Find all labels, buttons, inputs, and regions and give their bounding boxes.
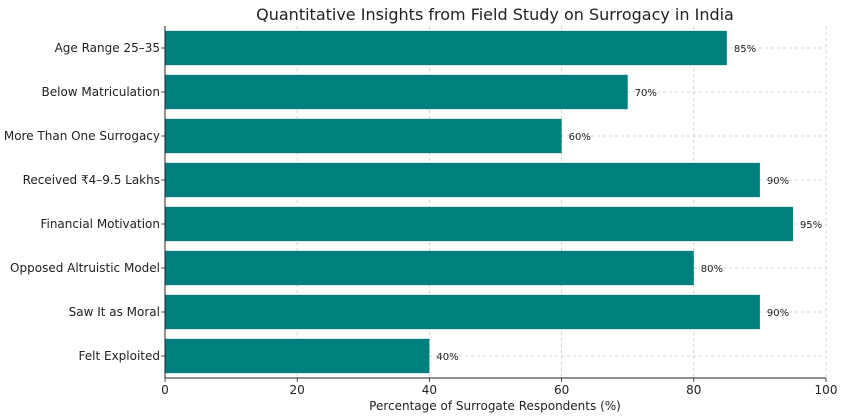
bar-value-label-1: 70% [635, 88, 657, 99]
y-tick-label-7: Felt Exploited [79, 349, 161, 363]
bar-value-label-4: 95% [800, 220, 822, 231]
y-tick-label-4: Financial Motivation [40, 217, 160, 231]
bar-6 [165, 294, 760, 330]
bar-7 [165, 338, 430, 374]
x-tick-label-1: 20 [290, 383, 305, 397]
bar-value-label-7: 40% [436, 352, 458, 363]
y-tick-label-1: Below Matriculation [42, 85, 160, 99]
bar-3 [165, 162, 760, 198]
x-tick-label-2: 40 [422, 383, 437, 397]
chart-title: Quantitative Insights from Field Study o… [256, 5, 734, 24]
x-axis-label: Percentage of Surrogate Respondents (%) [369, 399, 621, 413]
x-tick-label-3: 60 [554, 383, 569, 397]
y-tick-label-0: Age Range 25–35 [55, 41, 160, 55]
bar-1 [165, 74, 628, 110]
y-tick-label-3: Received ₹4–9.5 Lakhs [23, 173, 160, 187]
bar-2 [165, 118, 562, 154]
bar-value-label-5: 80% [701, 264, 723, 275]
bar-0 [165, 30, 727, 66]
y-tick-label-6: Saw It as Moral [69, 305, 160, 319]
y-tick-label-5: Opposed Altruistic Model [10, 261, 160, 275]
bar-5 [165, 250, 694, 286]
bar-value-label-3: 90% [767, 176, 789, 187]
bars-group [165, 30, 793, 374]
bar-4 [165, 206, 793, 242]
x-tick-label-0: 0 [161, 383, 169, 397]
x-tick-label-5: 100 [815, 383, 838, 397]
y-tick-label-2: More Than One Surrogacy [4, 129, 160, 143]
bar-value-label-2: 60% [569, 132, 591, 143]
value-labels-group: 85% 70% 60% 90% 95% 80% 90% 40% [436, 44, 822, 363]
bar-value-label-0: 85% [734, 44, 756, 55]
axes-group: Age Range 25–35 Below Matriculation More T… [4, 26, 838, 397]
x-tick-label-4: 80 [686, 383, 701, 397]
bar-value-label-6: 90% [767, 308, 789, 319]
